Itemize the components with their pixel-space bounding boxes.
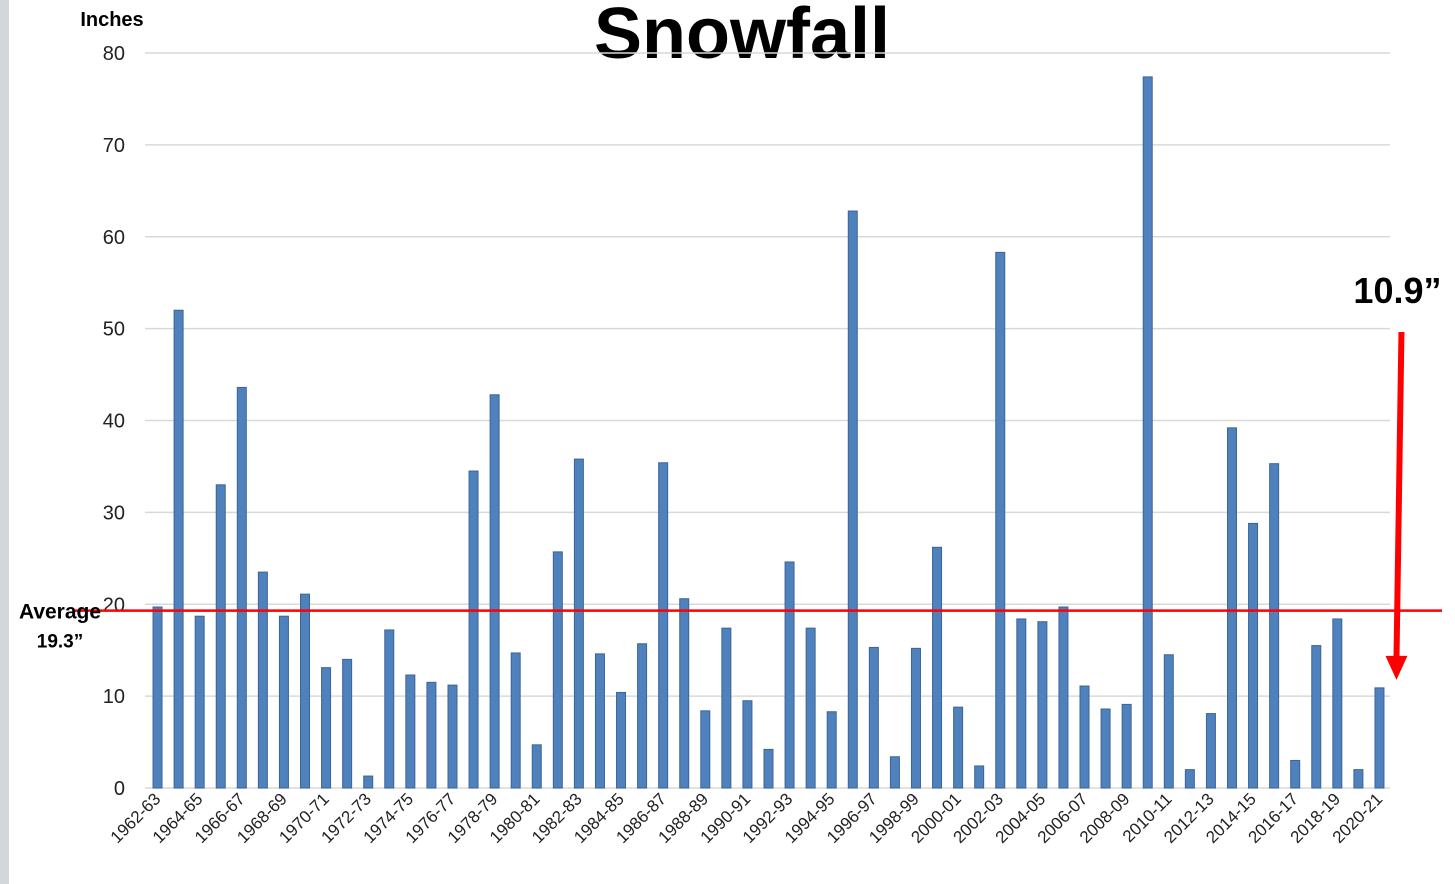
bar [1037,621,1048,789]
bar [679,598,690,789]
bar [1248,522,1259,789]
bar [742,700,753,789]
edge-strip [0,0,9,884]
bar [826,711,837,789]
bar [194,615,205,789]
bar [974,765,985,789]
bar [173,309,184,789]
y-tick-label: 10 [103,686,125,708]
bar [152,606,163,789]
arrow-shaft [1393,331,1405,660]
bar [447,684,458,789]
average-value-label: 19.3” [37,632,83,653]
bar [1353,769,1364,789]
bar [236,386,247,789]
bar [868,646,879,789]
bar [531,744,542,789]
bar [1184,769,1195,789]
y-tick-label: 20 [103,594,125,616]
bar [1374,687,1385,789]
bar [342,658,353,789]
bar [616,691,627,789]
bar [1079,685,1090,789]
bar [363,775,374,789]
y-tick-label: 50 [103,319,125,341]
bar [215,484,226,789]
bar [847,210,858,789]
bar [384,629,395,789]
bar [784,561,795,789]
bar [1100,708,1111,789]
bar [1226,427,1237,789]
bar [995,251,1006,789]
bar [489,394,500,789]
bar [1121,703,1132,789]
bar [721,627,732,789]
bar [552,551,563,789]
bar [1290,759,1301,789]
bar [805,627,816,789]
y-tick-label: 60 [103,227,125,249]
y-tick-label: 30 [103,502,125,524]
bar [405,674,416,789]
bar [573,458,584,789]
bar [1311,645,1322,789]
bar [300,593,311,789]
bar [637,643,648,789]
bar [1205,713,1216,789]
bar [1058,606,1069,789]
bar [700,710,711,789]
arrow-head [1385,655,1408,680]
bar [889,756,900,789]
bar [910,647,921,789]
bar [1332,618,1343,789]
y-tick-label: 80 [103,43,125,65]
bar [1142,76,1153,789]
bar [278,615,289,789]
value-label: 10.9” [1353,270,1441,311]
y-tick-label: 0 [114,778,125,800]
bar [953,706,964,789]
bar [932,546,943,789]
chart-title: Snowfall [594,0,890,74]
bar [257,571,268,789]
y-tick-label: 70 [103,135,125,157]
y-axis-label: Inches [80,9,143,31]
average-label: Average [19,601,101,624]
y-tick-label: 40 [103,411,125,433]
bar [426,681,437,789]
bar [468,470,479,789]
bar [658,462,669,789]
bar [1016,618,1027,789]
bar [321,667,332,789]
bar [594,653,605,789]
bar [1163,654,1174,789]
bar [1269,463,1280,789]
bar [510,652,521,789]
bar [763,748,774,789]
